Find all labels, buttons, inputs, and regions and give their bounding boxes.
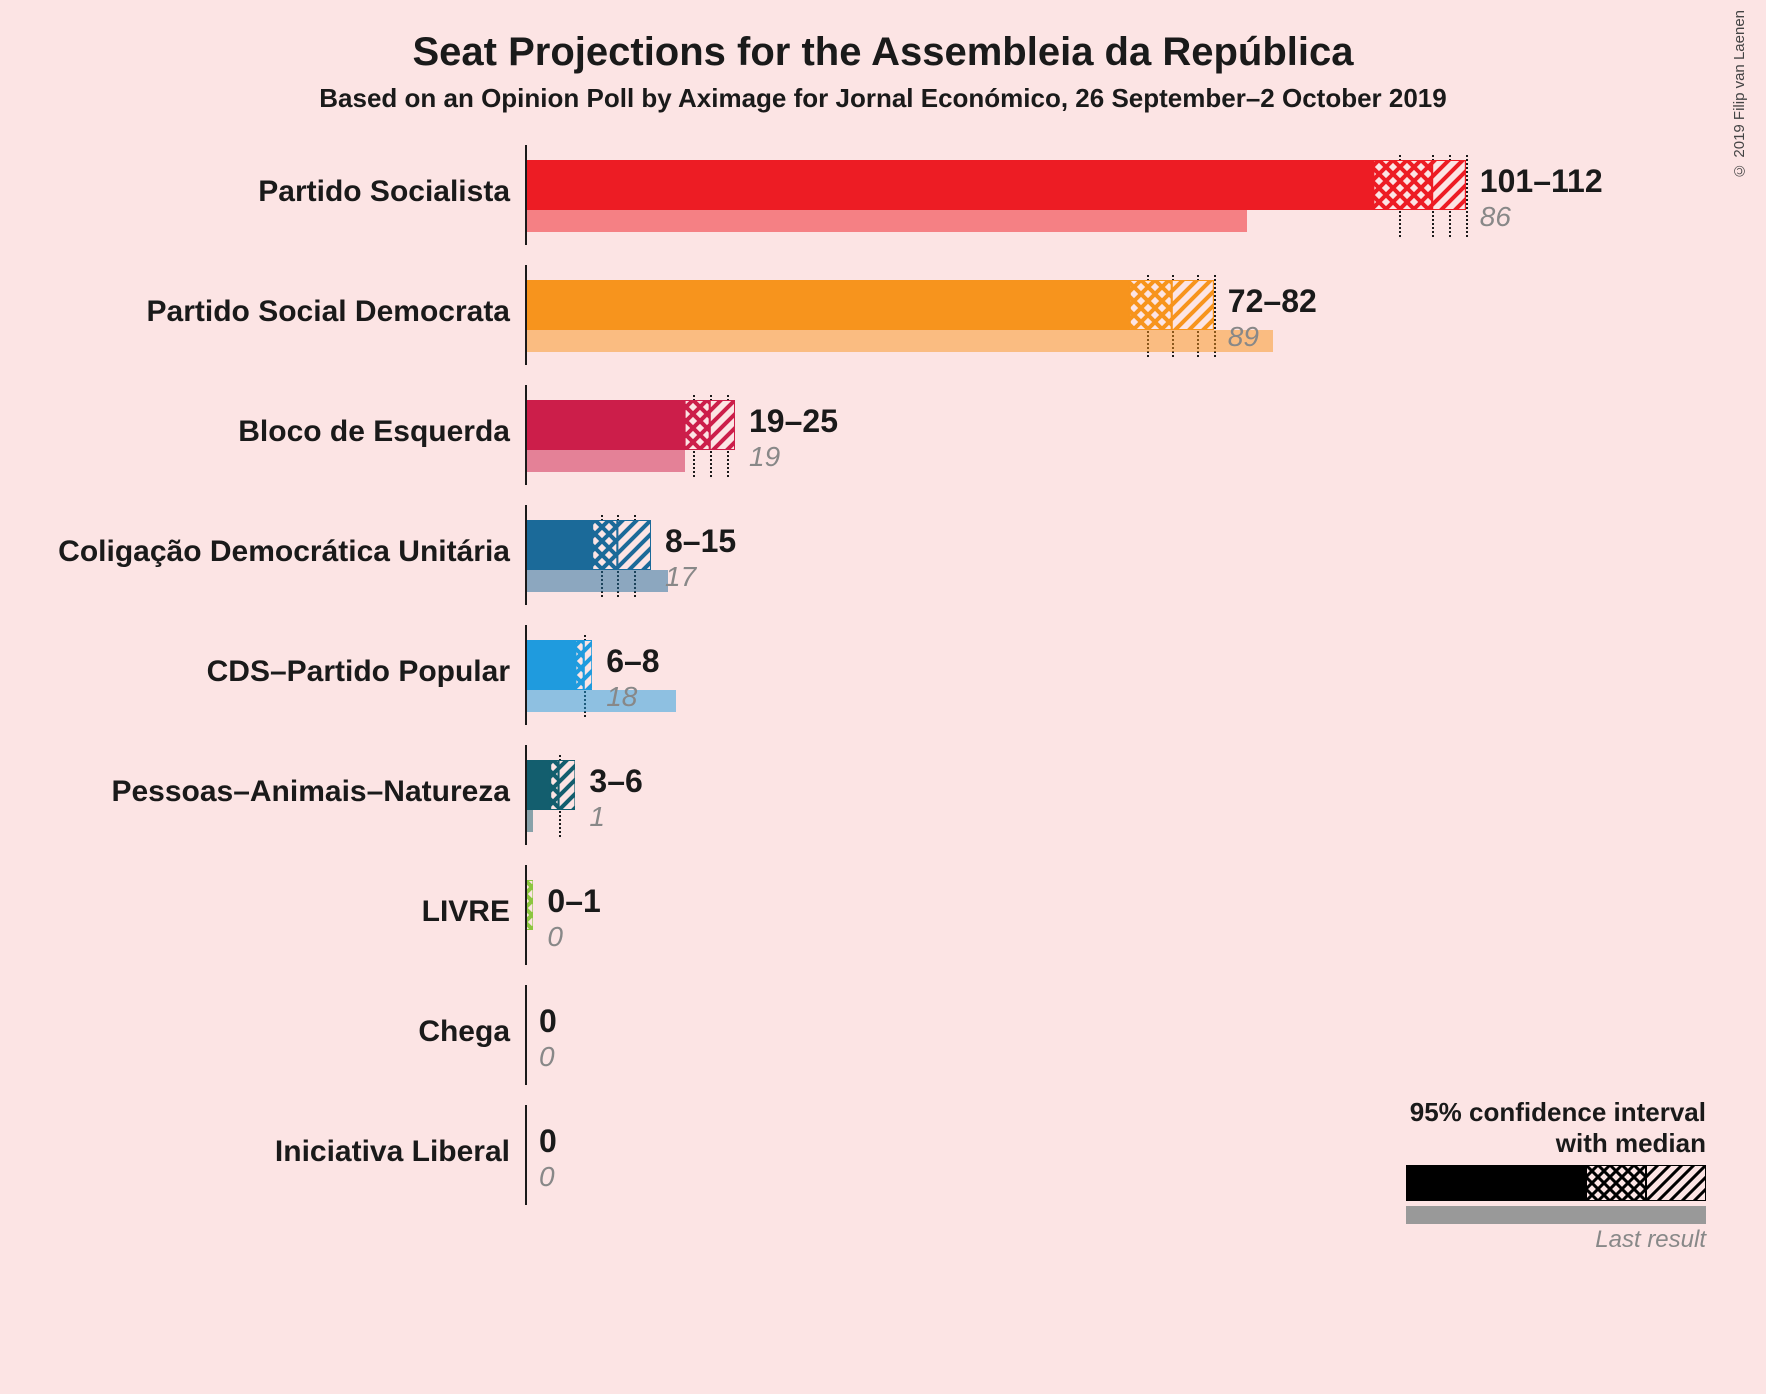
party-row: Pessoas–Animais–Natureza 3–61 — [0, 755, 1766, 875]
party-label: Partido Social Democrata — [147, 295, 510, 329]
legend-bar-group: Last result — [1406, 1165, 1706, 1254]
ci-marker-line — [1466, 155, 1468, 237]
party-row: Partido Social Democrata 72–8289 — [0, 275, 1766, 395]
axis-segment — [525, 625, 527, 725]
seat-range-label: 3–6 — [589, 763, 642, 800]
seat-range-label: 0 — [539, 1123, 557, 1160]
party-row: Coligação Democrática Unitária 8–1517 — [0, 515, 1766, 635]
last-result-label: 1 — [589, 801, 605, 833]
party-row: CDS–Partido Popular 6–818 — [0, 635, 1766, 755]
seat-range-label: 8–15 — [665, 523, 736, 560]
party-label: Partido Socialista — [258, 175, 510, 209]
seat-range-label: 0–1 — [547, 883, 600, 920]
projection-bar — [525, 640, 592, 690]
legend-ci-bar — [1406, 1165, 1706, 1201]
party-label: CDS–Partido Popular — [207, 655, 510, 689]
seat-range-label: 6–8 — [606, 643, 659, 680]
last-result-label: 19 — [749, 441, 780, 473]
party-row: LIVRE 0–10 — [0, 875, 1766, 995]
chart-subtitle: Based on an Opinion Poll by Aximage for … — [0, 83, 1766, 114]
seat-range-label: 19–25 — [749, 403, 838, 440]
last-result-label: 0 — [539, 1161, 555, 1193]
seat-range-label: 72–82 — [1228, 283, 1317, 320]
projection-bar — [525, 280, 1214, 330]
axis-segment — [525, 265, 527, 365]
projection-bar — [525, 760, 575, 810]
party-label: Coligação Democrática Unitária — [58, 535, 510, 569]
party-label: Chega — [418, 1015, 510, 1049]
projection-bar — [525, 160, 1466, 210]
last-result-label: 0 — [547, 921, 563, 953]
party-label: Bloco de Esquerda — [238, 415, 510, 449]
axis-segment — [525, 145, 527, 245]
last-result-label: 89 — [1228, 321, 1259, 353]
title-block: Seat Projections for the Assembleia da R… — [0, 0, 1766, 114]
axis-segment — [525, 865, 527, 965]
axis-segment — [525, 1105, 527, 1205]
projection-bar — [525, 520, 651, 570]
last-result-label: 86 — [1480, 201, 1511, 233]
axis-segment — [525, 745, 527, 845]
legend-line-2: with median — [1556, 1128, 1706, 1158]
party-label: Iniciativa Liberal — [275, 1135, 510, 1169]
last-result-bar — [525, 450, 685, 472]
axis-segment — [525, 985, 527, 1085]
party-label: Pessoas–Animais–Natureza — [111, 775, 510, 809]
last-result-bar — [525, 330, 1273, 352]
party-label: LIVRE — [422, 895, 510, 929]
seat-range-label: 101–112 — [1480, 163, 1603, 200]
last-result-label: 18 — [606, 681, 637, 713]
party-row: Partido Socialista 101–11286 — [0, 155, 1766, 275]
party-row: Bloco de Esquerda 19–2519 — [0, 395, 1766, 515]
last-result-bar — [525, 210, 1247, 232]
last-result-label: 17 — [665, 561, 696, 593]
projection-bar — [525, 400, 735, 450]
legend-line-1: 95% confidence interval — [1410, 1097, 1706, 1127]
last-result-label: 0 — [539, 1041, 555, 1073]
axis-segment — [525, 385, 527, 485]
chart-legend: 95% confidence interval with median Last… — [1406, 1097, 1706, 1254]
legend-title: 95% confidence interval with median — [1406, 1097, 1706, 1159]
last-result-bar — [525, 690, 676, 712]
seat-range-label: 0 — [539, 1003, 557, 1040]
legend-last-label: Last result — [1406, 1226, 1706, 1254]
chart-title: Seat Projections for the Assembleia da R… — [0, 30, 1766, 75]
last-result-bar — [525, 570, 668, 592]
axis-segment — [525, 505, 527, 605]
legend-last-bar — [1406, 1206, 1706, 1224]
